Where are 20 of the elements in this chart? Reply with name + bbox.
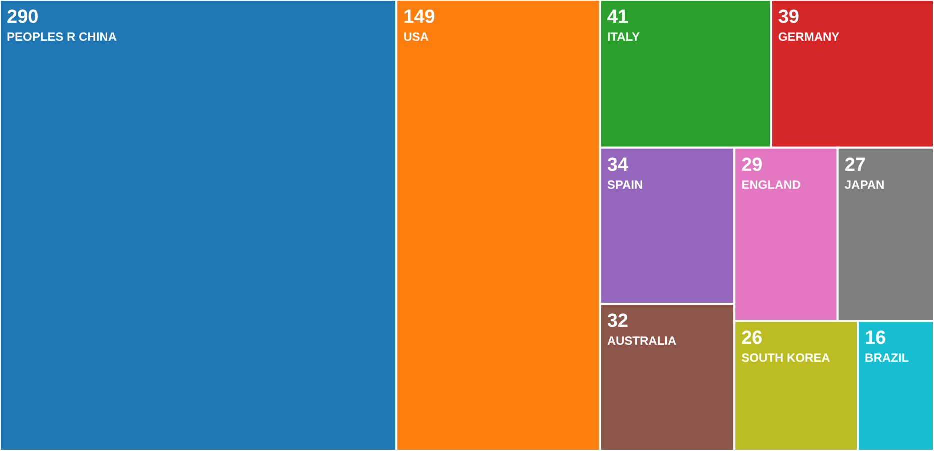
data-label: 27 (844, 154, 866, 176)
data-label: 149 (404, 7, 436, 28)
data-label: 29 (742, 154, 763, 176)
data-label: 290 (7, 7, 39, 28)
category-label: ENGLAND (742, 178, 802, 192)
category-label: SPAIN (607, 178, 644, 192)
data-label: 41 (607, 7, 629, 28)
category-label: ITALY (607, 30, 640, 44)
data-label: 34 (607, 154, 629, 176)
category-label: USA (404, 30, 430, 44)
category-label: AUSTRALIA (607, 334, 677, 348)
category-label: BRAZIL (865, 351, 910, 366)
category-label: SOUTH KOREA (742, 351, 831, 366)
data-label: 26 (742, 328, 763, 350)
category-label: GERMANY (778, 30, 840, 44)
category-label: PEOPLES R CHINA (7, 30, 118, 44)
data-label: 32 (607, 311, 628, 332)
data-label: 16 (865, 328, 886, 350)
data-label: 39 (778, 7, 800, 28)
category-label: JAPAN (844, 178, 885, 192)
